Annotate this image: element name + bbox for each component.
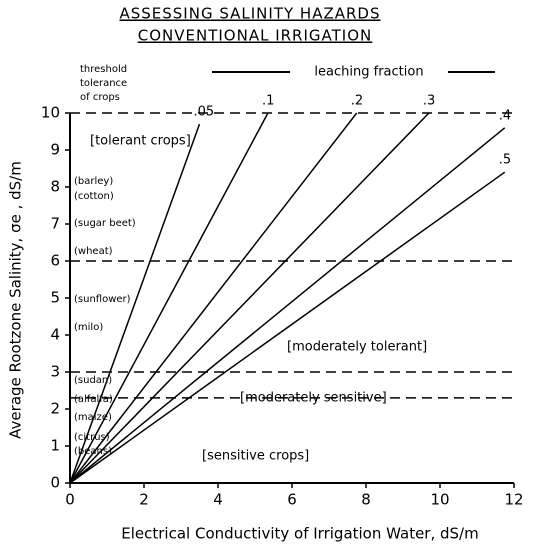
crop-label: (citrus)	[74, 432, 110, 443]
y-tick-label: 3	[50, 363, 60, 381]
y-tick-label: 4	[50, 326, 60, 344]
y-tick-label: 8	[50, 178, 60, 196]
crop-label: (barley)	[74, 176, 113, 187]
series-line	[69, 123, 201, 484]
y-tick-label: 10	[41, 104, 60, 122]
x-tick-label: 10	[430, 491, 449, 509]
crop-label: (cotton)	[74, 191, 114, 202]
y-tick-label: 0	[50, 474, 60, 492]
legend-title: leaching fraction	[314, 65, 423, 80]
zone-label: [tolerant crops]	[90, 134, 191, 149]
series-line	[69, 127, 506, 484]
zone-label: [moderately tolerant]	[287, 340, 427, 355]
threshold-title: tolerance	[80, 78, 127, 89]
x-tick-label: 0	[65, 491, 75, 509]
chart-title: CONVENTIONAL IRRIGATION	[138, 27, 373, 45]
series-label: .3	[423, 94, 435, 109]
x-axis-label: Electrical Conductivity of Irrigation Wa…	[121, 525, 478, 543]
series-line	[69, 171, 506, 484]
x-tick-label: 12	[504, 491, 523, 509]
x-tick-label: 4	[213, 491, 223, 509]
series-label: .4	[499, 108, 511, 123]
zone-label: [sensitive crops]	[202, 449, 309, 464]
series-label: .1	[262, 94, 274, 109]
crop-label: (milo)	[74, 322, 103, 333]
y-tick-label: 9	[50, 141, 60, 159]
crop-label: (sunflower)	[74, 294, 131, 305]
series-label: .05	[194, 105, 215, 120]
series-line	[69, 112, 430, 484]
x-tick-label: 6	[287, 491, 297, 509]
crop-label: (beans)	[74, 446, 112, 457]
crop-label: (sugar beet)	[74, 218, 136, 229]
y-tick-label: 2	[50, 400, 60, 418]
series-label: .5	[499, 153, 511, 168]
threshold-title: threshold	[80, 64, 127, 75]
series-label: .2	[351, 94, 363, 109]
threshold-title: of crops	[80, 92, 120, 103]
y-tick-label: 1	[50, 437, 60, 455]
y-axis-label: Average Rootzone Salinity, σe , dS/m	[7, 161, 25, 439]
y-tick-label: 7	[50, 215, 60, 233]
crop-label: (alfalfa)	[74, 394, 113, 405]
crop-label: (wheat)	[74, 246, 113, 257]
crop-label: (sudan)	[74, 375, 112, 386]
series-line	[69, 112, 269, 484]
y-tick-label: 5	[50, 289, 60, 307]
series-line	[69, 112, 358, 484]
y-tick-label: 6	[50, 252, 60, 270]
x-tick-label: 2	[139, 491, 149, 509]
x-tick-label: 8	[361, 491, 371, 509]
chart-title: ASSESSING SALINITY HAZARDS	[119, 5, 380, 23]
